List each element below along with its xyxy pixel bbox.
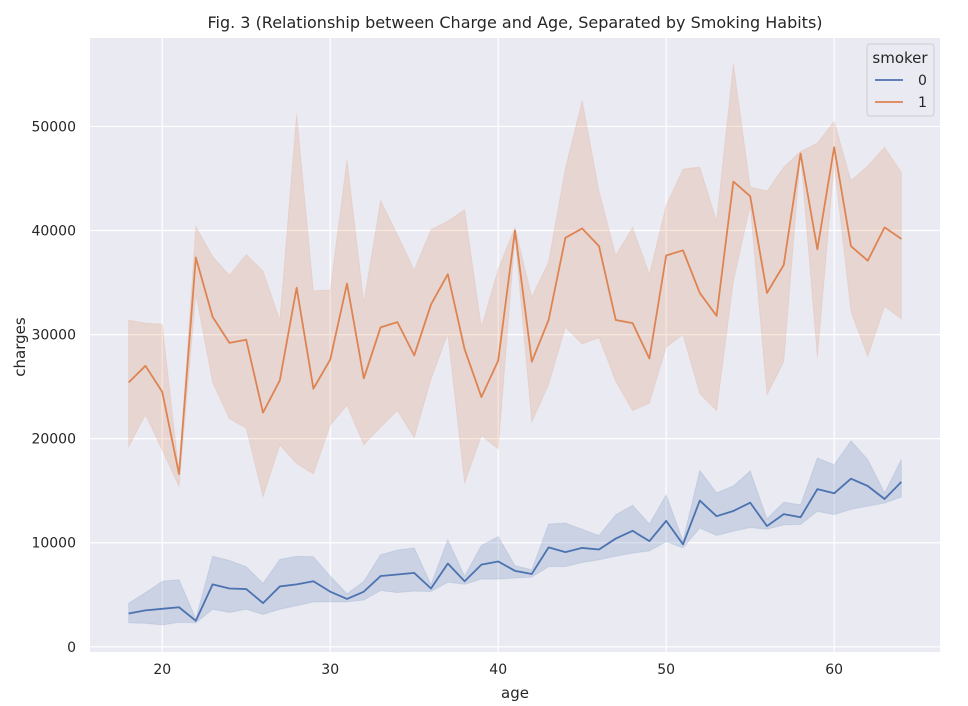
x-tick-label: 50 <box>657 662 675 678</box>
x-axis-label: age <box>501 684 529 702</box>
x-tick-label: 30 <box>321 662 339 678</box>
legend-label-smoker-1: 1 <box>918 95 927 111</box>
series-lines <box>128 146 903 622</box>
x-tick-label: 40 <box>489 662 507 678</box>
x-tick-labels: 20 30 40 50 60 <box>153 662 843 678</box>
y-tick-labels: 0 10000 20000 30000 40000 50000 <box>31 119 76 655</box>
x-tick-label: 60 <box>825 662 843 678</box>
confidence-band-smoker-0 <box>128 439 902 626</box>
legend: smoker 0 1 <box>866 43 935 117</box>
chart-title: Fig. 3 (Relationship between Charge and … <box>207 13 822 32</box>
y-tick-label: 20000 <box>31 432 76 448</box>
y-tick-label: 30000 <box>31 328 76 344</box>
x-tick-label: 20 <box>153 662 171 678</box>
y-axis-label: charges <box>11 317 29 377</box>
confidence-bands <box>128 63 902 626</box>
confidence-band-smoker-1 <box>128 63 902 499</box>
y-tick-label: 50000 <box>31 119 76 135</box>
y-tick-label: 10000 <box>31 536 76 552</box>
plot-background <box>90 38 940 652</box>
y-tick-label: 0 <box>67 640 76 656</box>
legend-label-smoker-0: 0 <box>918 73 927 89</box>
legend-title: smoker <box>872 49 928 67</box>
y-tick-label: 40000 <box>31 224 76 240</box>
